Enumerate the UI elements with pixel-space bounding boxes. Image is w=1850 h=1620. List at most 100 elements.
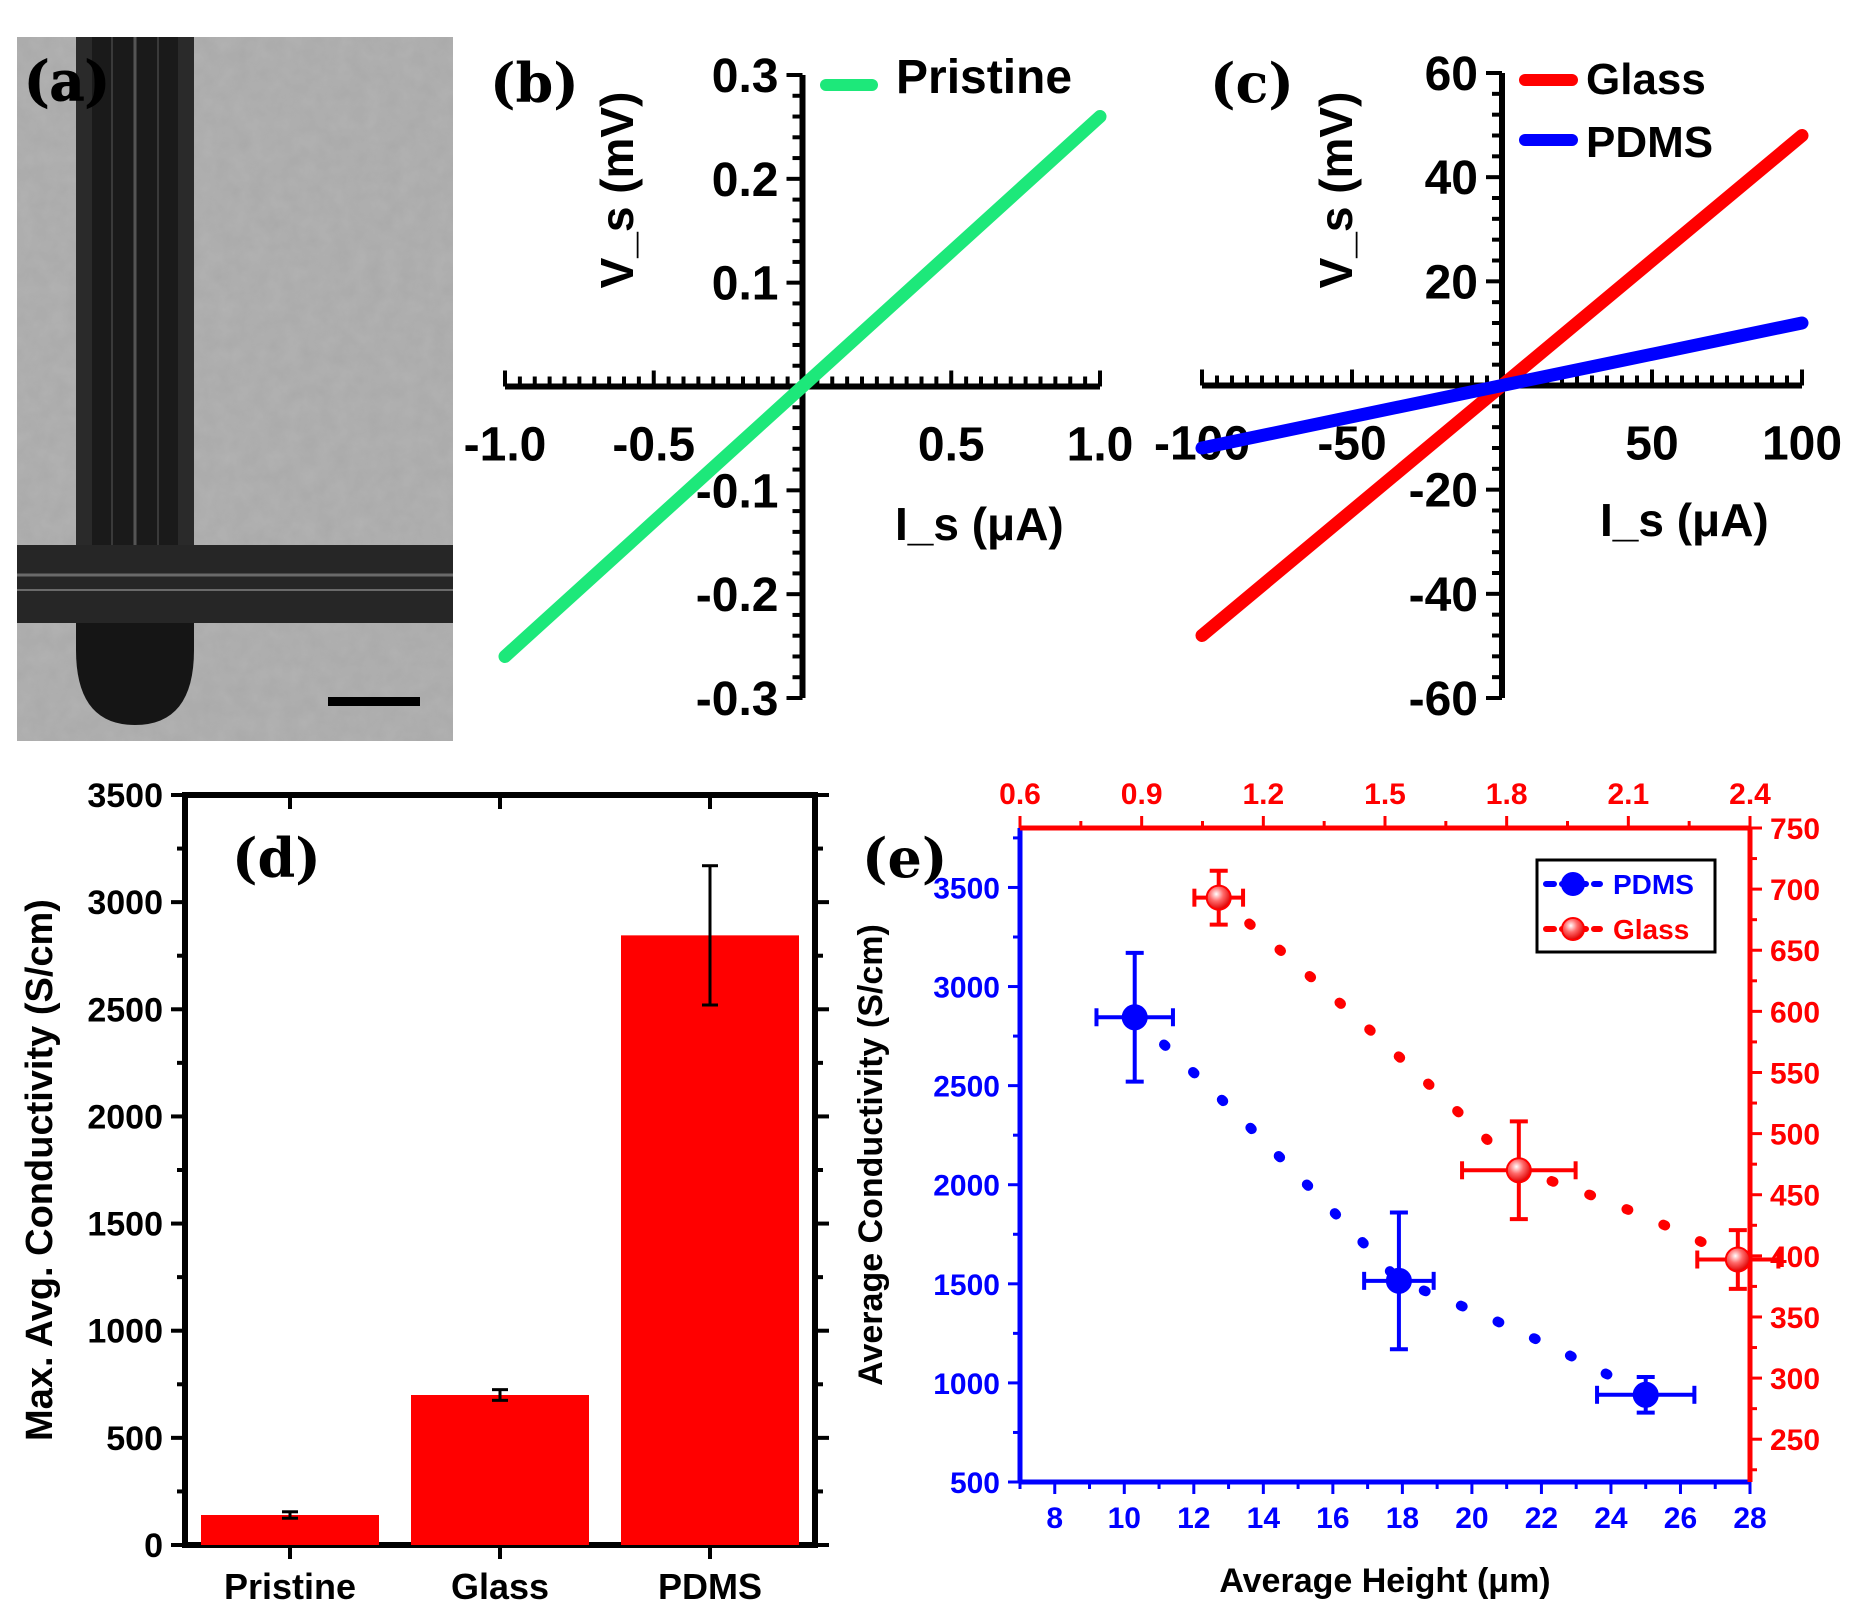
b-x-tick-label: 0.5 <box>918 419 985 472</box>
panel-label-c: (c) <box>1210 51 1294 115</box>
horizontal-trace <box>17 545 453 623</box>
e-point-glass <box>1205 884 1232 911</box>
b-x-tick-label: -1.0 <box>464 419 547 472</box>
e-y-tick-label: 1500 <box>933 1269 1000 1302</box>
b-x-tick-label: -0.5 <box>612 419 695 472</box>
e-legend-label-pdms: PDMS <box>1613 869 1694 900</box>
e-y2-tick-label: 750 <box>1770 813 1820 846</box>
d-y-tick-label: 3500 <box>87 777 163 815</box>
b-x-tick-labels: -1.0 -0.5 0.5 1.0 <box>464 419 1134 472</box>
e-x2-tick-label: 1.8 <box>1486 778 1528 811</box>
e-x2-tick-label: 2.1 <box>1607 778 1649 811</box>
e-x-tick-label: 10 <box>1108 1502 1141 1535</box>
c-x-tick-label: 100 <box>1762 418 1842 471</box>
e-point-pdms <box>1121 1004 1148 1031</box>
d-axis-ticks <box>171 793 829 1547</box>
e-y2-tick-label: 700 <box>1770 874 1820 907</box>
d-y-tick-label: 3000 <box>87 884 163 922</box>
e-legend-label-glass: Glass <box>1613 914 1689 945</box>
e-data-marks <box>1094 868 1781 1415</box>
e-y-tick-label: 2000 <box>933 1170 1000 1203</box>
b-y-tick-label: -0.3 <box>696 673 779 726</box>
e-x-tick-label: 18 <box>1386 1502 1419 1535</box>
e-y2-tick-label: 350 <box>1770 1302 1820 1335</box>
d-category-label: Glass <box>451 1566 549 1607</box>
e-y2-tick-label: 650 <box>1770 935 1820 968</box>
e-x-tick-label: 24 <box>1594 1502 1628 1535</box>
b-y-tick-label: 0.3 <box>712 50 779 103</box>
e-point-pdms <box>1632 1381 1659 1408</box>
b-y-tick-label: 0.2 <box>712 154 779 207</box>
d-category-label: Pristine <box>224 1566 356 1607</box>
e-x-tick-label: 20 <box>1455 1502 1488 1535</box>
c-y-tick-label: 20 <box>1425 256 1478 309</box>
c-y-axis-title: V_s (mV) <box>1310 92 1362 289</box>
d-y-tick-label: 1500 <box>87 1206 163 1244</box>
panel-b-chart: (b) -1.0 -0.5 0.5 1.0 -0.3-0.2-0.10.10.20.3… <box>464 50 1134 726</box>
b-y-axis-title: V_s (mV) <box>591 92 643 289</box>
e-y2-tick-label: 250 <box>1770 1424 1820 1457</box>
panel-d-chart: 0 500 1000 1500 2000 2500 3000 3500 Pristine Gla… <box>19 777 829 1607</box>
b-series-line-pristine <box>498 110 1107 663</box>
e-y-tick-label: 2500 <box>933 1071 1000 1104</box>
e-y-tick-label: 1000 <box>933 1368 1000 1401</box>
c-series-line-pdms <box>1195 316 1809 455</box>
e-trend-line-pdms <box>1129 1012 1651 1400</box>
e-y-tick-label: 3000 <box>933 972 1000 1005</box>
e-y2-tick-label: 450 <box>1770 1180 1820 1213</box>
e-x2-tick-label: 2.4 <box>1729 778 1771 811</box>
e-x-tick-label: 14 <box>1247 1502 1281 1535</box>
c-y-tick-label: -20 <box>1409 465 1478 518</box>
e-y2-tick-label: 500 <box>1770 1119 1820 1152</box>
e-y2-tick-label: 300 <box>1770 1363 1820 1396</box>
b-y-tick-label: -0.2 <box>696 569 779 622</box>
e-x-tick-label: 26 <box>1664 1502 1697 1535</box>
e-tick-labels: 8 10 12 14 16 18 20 22 24 26 285001000150020002500… <box>933 778 1820 1535</box>
e-y2-tick-label: 550 <box>1770 1057 1820 1090</box>
panel-label-e: (e) <box>862 826 947 890</box>
c-y-tick-label: -60 <box>1409 673 1478 726</box>
e-point-glass <box>1724 1246 1751 1273</box>
e-y-tick-label: 500 <box>950 1467 1000 1500</box>
e-x2-tick-label: 1.2 <box>1242 778 1284 811</box>
panel-label-d: (d) <box>232 826 321 890</box>
e-legend-marker-glass <box>1561 917 1585 941</box>
e-y-tick-label: 3500 <box>933 872 1000 905</box>
e-x2-tick-label: 0.9 <box>1121 778 1163 811</box>
e-legend-entries: PDMS Glass <box>1543 869 1694 945</box>
d-category-label: PDMS <box>658 1566 762 1607</box>
c-x-tick-labels: -100 -50 50 100 <box>1154 418 1842 471</box>
e-x2-tick-label: 0.6 <box>999 778 1041 811</box>
d-y-tick-label: 500 <box>106 1420 163 1458</box>
e-x-axis-title: Average Height (μm) <box>1219 1562 1550 1600</box>
d-y-tick-label: 2000 <box>87 1098 163 1136</box>
c-x-axis-title: I_s (μA) <box>1600 494 1769 546</box>
e-x2-tick-label: 1.5 <box>1364 778 1406 811</box>
c-legend-label-glass: Glass <box>1586 55 1706 104</box>
d-category-labels: Pristine Glass PDMS <box>224 1566 762 1607</box>
c-y-tick-labels: -60 -40 -20 20 40 60 <box>1409 48 1478 726</box>
d-bar-pdms <box>621 935 799 1545</box>
b-x-tick-label: 1.0 <box>1067 419 1134 472</box>
e-point-glass <box>1505 1157 1532 1184</box>
scale-bar <box>328 697 420 706</box>
d-y-tick-label: 0 <box>144 1527 163 1565</box>
e-x-tick-label: 28 <box>1733 1502 1766 1535</box>
d-y-tick-label: 1000 <box>87 1313 163 1351</box>
panel-e-chart: 8 10 12 14 16 18 20 22 24 26 285001000150020002500… <box>852 778 1820 1600</box>
e-point-pdms <box>1385 1267 1412 1294</box>
d-bar-pristine <box>201 1515 379 1545</box>
d-bars <box>201 795 799 1559</box>
panel-label-a: (a) <box>24 49 110 113</box>
c-y-tick-label: 60 <box>1425 48 1478 101</box>
c-y-tick-label: -40 <box>1409 569 1478 622</box>
e-y2-tick-label: 600 <box>1770 996 1820 1029</box>
c-legend-label-pdms: PDMS <box>1586 118 1713 167</box>
d-y-tick-labels: 0 500 1000 1500 2000 2500 3000 3500 <box>87 777 163 1565</box>
e-axis-ticks <box>1008 816 1762 1494</box>
b-x-axis-title: I_s (μA) <box>895 498 1064 550</box>
e-x-tick-label: 22 <box>1525 1502 1558 1535</box>
b-legend-label-pristine: Pristine <box>896 51 1072 104</box>
